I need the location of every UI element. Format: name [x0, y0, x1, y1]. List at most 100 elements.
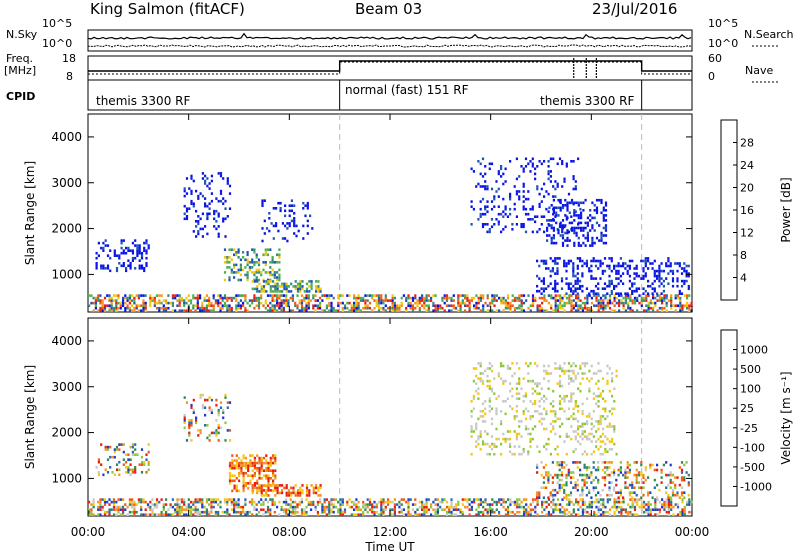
velocity-cell — [253, 461, 256, 465]
power-cell — [291, 294, 294, 297]
velocity-cell — [547, 481, 550, 484]
power-cell — [584, 226, 587, 230]
velocity-cell — [285, 494, 288, 497]
power-cell — [473, 306, 476, 310]
power-cell — [253, 280, 256, 283]
velocity-cell — [341, 513, 344, 516]
velocity-cell — [615, 452, 618, 456]
velocity-cell — [214, 498, 217, 501]
velocity-cell — [581, 425, 584, 428]
velocity-cell — [613, 498, 616, 501]
velocity-cell — [481, 372, 485, 375]
power-cell — [644, 289, 647, 293]
power-cell — [155, 306, 159, 310]
velocity-cell — [550, 500, 553, 504]
velocity-cell — [165, 513, 168, 516]
power-cell — [298, 299, 301, 302]
velocity-cell — [122, 498, 125, 501]
power-cell — [644, 259, 647, 263]
velocity-cell — [518, 367, 521, 370]
power-cell — [319, 290, 322, 293]
power-cell — [285, 285, 288, 288]
velocity-cell — [484, 498, 487, 501]
power-cell — [580, 214, 583, 217]
velocity-cell — [507, 498, 510, 501]
power-cell — [264, 253, 267, 257]
power-cell — [226, 306, 229, 310]
velocity-cell — [343, 508, 347, 511]
power-cell — [545, 262, 548, 265]
power-cell — [106, 304, 109, 307]
velocity-cell — [604, 407, 607, 411]
power-cell — [418, 306, 421, 310]
velocity-cell — [516, 505, 519, 509]
power-cell — [552, 198, 555, 202]
power-cell — [260, 285, 263, 288]
velocity-cell — [527, 452, 530, 456]
power-cell — [126, 296, 129, 300]
velocity-cell — [247, 487, 250, 490]
velocity-ylabel: Slant Range [km] — [23, 365, 37, 469]
velocity-cell — [328, 500, 331, 504]
velocity-cell — [688, 498, 691, 501]
power-cell — [307, 306, 310, 310]
velocity-cell — [127, 468, 130, 472]
velocity-cell — [144, 500, 147, 504]
velocity-cell — [99, 513, 102, 516]
power-cell — [118, 262, 121, 265]
velocity-cell — [115, 500, 118, 504]
velocity-cell — [169, 505, 172, 509]
velocity-cell — [558, 461, 561, 464]
power-cell — [377, 304, 381, 307]
velocity-cell — [167, 508, 170, 511]
power-cell — [500, 165, 503, 168]
power-cell — [468, 309, 471, 312]
velocity-cell — [118, 443, 121, 446]
velocity-cell — [584, 508, 587, 511]
power-cell — [276, 261, 279, 264]
power-cell — [205, 294, 208, 297]
velocity-cell — [119, 505, 122, 509]
velocity-cell — [183, 396, 186, 399]
power-cell — [260, 271, 263, 274]
power-cell — [178, 304, 181, 307]
velocity-cell — [244, 503, 247, 506]
power-cell — [482, 296, 485, 300]
velocity-cell — [577, 500, 580, 504]
power-cell — [490, 200, 494, 203]
velocity-cell — [380, 503, 383, 506]
power-cell — [223, 278, 227, 282]
velocity-cell — [547, 498, 550, 501]
velocity-cell — [520, 420, 523, 423]
power-cell — [129, 267, 132, 270]
velocity-cell — [88, 508, 91, 511]
velocity-cell — [565, 417, 568, 421]
power-cell — [468, 304, 471, 307]
power-cell — [670, 306, 673, 310]
power-cell — [441, 306, 444, 310]
velocity-cell — [620, 513, 623, 516]
velocity-cell — [402, 498, 405, 501]
velocity-cell — [529, 503, 532, 506]
power-cell — [461, 294, 464, 297]
velocity-cell — [638, 498, 641, 501]
power-cell — [540, 162, 543, 166]
velocity-cell — [475, 508, 478, 511]
velocity-cell — [631, 498, 634, 501]
power-cell — [291, 309, 294, 312]
velocity-cell — [260, 486, 263, 490]
power-cell — [364, 304, 367, 307]
velocity-cell — [391, 500, 394, 504]
power-cell — [368, 294, 372, 297]
power-cell — [265, 290, 268, 293]
power-cell — [576, 282, 579, 285]
velocity-cell — [233, 459, 236, 462]
velocity-cell — [194, 508, 197, 511]
power-cell — [212, 294, 215, 297]
power-cell — [661, 309, 664, 312]
power-cell — [662, 289, 665, 293]
power-cell — [502, 210, 505, 213]
velocity-cell — [109, 455, 112, 459]
velocity-cell — [362, 500, 365, 504]
velocity-cell — [124, 508, 127, 511]
